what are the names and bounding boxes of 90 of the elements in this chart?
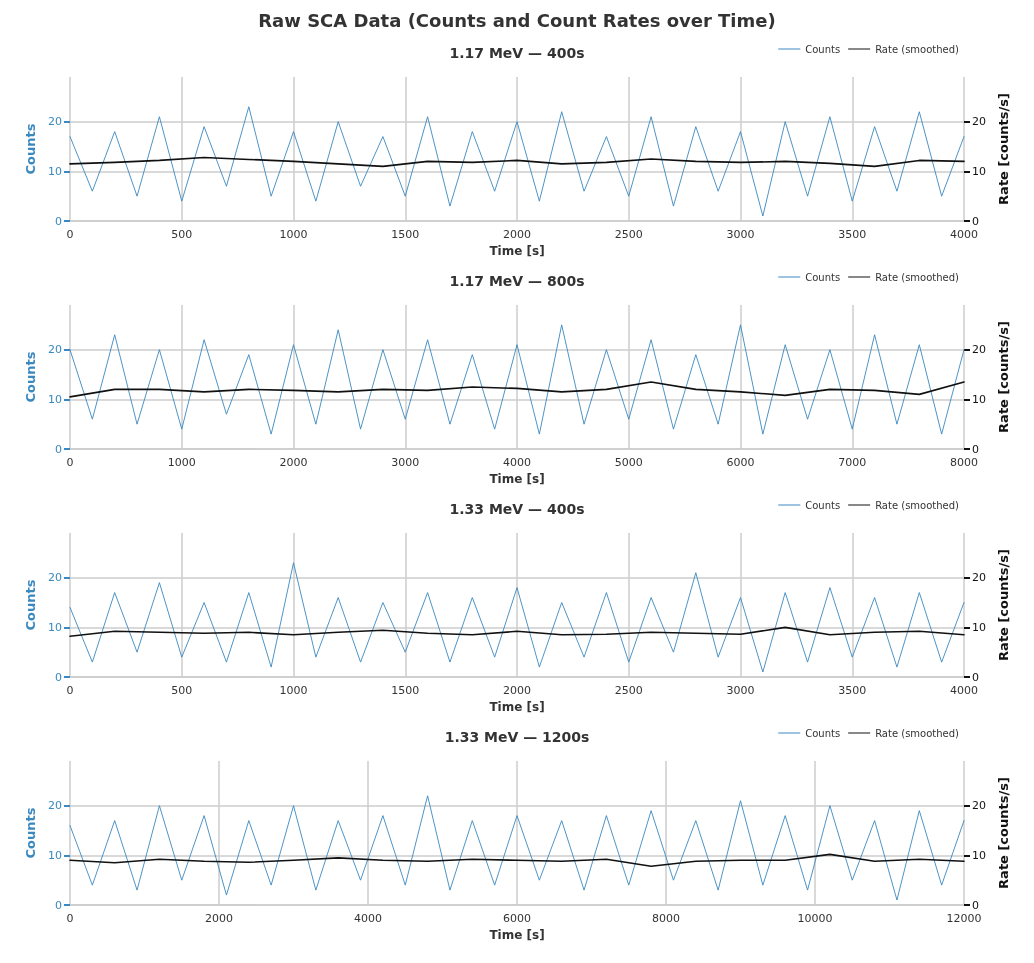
y-axis-title: Counts [23, 351, 39, 403]
x-tick-label: 4000 [950, 684, 978, 697]
chart-title: 1.33 MeV — 1200s [444, 729, 590, 745]
y2-axis-title: Rate [counts/s] [995, 93, 1011, 205]
x-tick-label: 2000 [503, 228, 531, 241]
y2-tick-label: 0 [972, 670, 979, 684]
x-tick-label: 3500 [838, 684, 867, 697]
x-tick-label: 3000 [726, 228, 755, 241]
x-tick-label: 2000 [279, 456, 308, 469]
y2-tick-label: 10 [972, 164, 986, 178]
line-series [69, 626, 965, 638]
y2-tick-label: 20 [972, 799, 986, 813]
x-tick-label: 3000 [726, 684, 755, 697]
y-tick-label: 20 [48, 115, 62, 129]
x-tick-label: 8000 [652, 912, 680, 925]
y2-tick-label: 0 [972, 442, 979, 456]
text: Raw SCA Data (Counts and Count Rates over Time) [257, 9, 777, 33]
y2-tick-label: 20 [972, 571, 986, 585]
y-tick-label: 10 [48, 392, 62, 406]
x-tick-label: 7000 [838, 456, 867, 469]
line-series [69, 853, 965, 868]
x-tick-label: 12000 [946, 912, 982, 925]
y-tick-label: 0 [55, 214, 62, 228]
x-tick-label: 4000 [354, 912, 382, 925]
x-tick-label: 6000 [503, 912, 531, 925]
x-tick-label: 3500 [838, 228, 867, 241]
y-tick-label: 20 [48, 343, 62, 357]
legend-label: Counts [805, 499, 841, 511]
y2-tick-label: 0 [972, 214, 979, 228]
x-tick-label: 1000 [279, 228, 308, 241]
chart-title: 1.17 MeV — 400s [449, 45, 585, 61]
legend-label: Counts [805, 727, 841, 739]
y2-tick-label: 10 [972, 848, 986, 862]
y-tick-label: 10 [48, 164, 62, 178]
x-axis-title: Time [s] [489, 244, 545, 258]
x-tick-label: 0 [66, 456, 74, 469]
legend-label: Rate (smoothed) [875, 43, 960, 55]
y-tick-label: 20 [48, 571, 62, 585]
y2-axis-title: Rate [counts/s] [995, 549, 1011, 661]
x-tick-label: 1000 [167, 456, 196, 469]
line-series [69, 381, 965, 398]
x-tick-label: 500 [171, 684, 193, 697]
x-tick-label: 2000 [503, 684, 531, 697]
legend-label: Counts [805, 271, 841, 283]
x-tick-label: 4000 [503, 456, 531, 469]
chart-title: 1.17 MeV — 800s [449, 273, 585, 289]
x-tick-label: 0 [66, 912, 74, 925]
legend-label: Counts [805, 43, 841, 55]
x-tick-label: 1500 [391, 228, 420, 241]
x-tick-label: 10000 [797, 912, 833, 925]
y-axis-title: Counts [23, 579, 39, 631]
line-series [69, 562, 965, 673]
line-series [69, 795, 965, 901]
x-tick-label: 8000 [950, 456, 978, 469]
x-axis-title: Time [s] [489, 928, 545, 942]
x-tick-label: 6000 [726, 456, 755, 469]
y2-tick-label: 20 [972, 115, 986, 129]
line-series [69, 156, 965, 168]
y2-tick-label: 10 [972, 620, 986, 634]
y2-axis-title: Rate [counts/s] [995, 777, 1011, 889]
x-axis-title: Time [s] [489, 700, 545, 714]
y-tick-label: 0 [55, 442, 62, 456]
y-axis-title: Counts [23, 123, 39, 175]
y2-tick-label: 0 [972, 898, 979, 912]
y2-tick-label: 20 [972, 343, 986, 357]
x-tick-label: 0 [66, 228, 74, 241]
x-tick-label: 2000 [205, 912, 233, 925]
y-tick-label: 10 [48, 620, 62, 634]
y2-tick-label: 10 [972, 392, 986, 406]
y-tick-label: 20 [48, 799, 62, 813]
y-axis-title: Counts [23, 807, 39, 859]
legend-label: Rate (smoothed) [875, 499, 960, 511]
legend-label: Rate (smoothed) [875, 727, 960, 739]
x-tick-label: 2500 [614, 228, 643, 241]
x-tick-label: 5000 [614, 456, 643, 469]
x-tick-label: 0 [66, 684, 74, 697]
y-tick-label: 0 [55, 670, 62, 684]
x-tick-label: 4000 [950, 228, 978, 241]
legend-label: Rate (smoothed) [875, 271, 960, 283]
chart-title: 1.33 MeV — 400s [449, 501, 585, 517]
y-tick-label: 0 [55, 898, 62, 912]
x-tick-label: 1500 [391, 684, 420, 697]
x-tick-label: 1000 [279, 684, 308, 697]
x-tick-label: 500 [171, 228, 193, 241]
x-tick-label: 2500 [614, 684, 643, 697]
line-series [69, 106, 965, 217]
y-tick-label: 10 [48, 848, 62, 862]
x-tick-label: 3000 [391, 456, 420, 469]
y2-axis-title: Rate [counts/s] [995, 321, 1011, 433]
x-axis-title: Time [s] [489, 472, 545, 486]
